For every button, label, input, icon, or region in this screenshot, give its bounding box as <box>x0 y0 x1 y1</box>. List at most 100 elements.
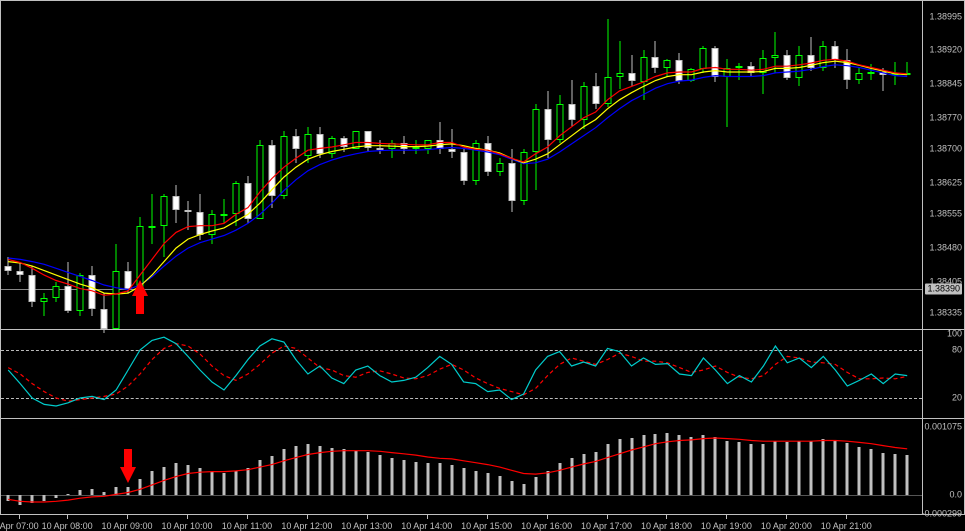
macd-hist-bar <box>906 455 909 495</box>
price-ylabel: 1.38995 <box>929 12 962 21</box>
macd-hist-bar <box>67 494 70 495</box>
macd-hist-bar <box>498 476 501 495</box>
time-label: 10 Apr 19:00 <box>701 521 752 531</box>
stochastic-yaxis: 1008020 <box>922 330 964 418</box>
macd-hist-bar <box>55 495 58 498</box>
macd-hist-bar <box>486 473 489 495</box>
macd-hist-bar <box>522 484 525 495</box>
time-label: 10 Apr 12:00 <box>281 521 332 531</box>
macd-zero-line <box>1 495 922 496</box>
macd-hist-bar <box>366 452 369 495</box>
stoch-ylabel: 20 <box>952 394 962 403</box>
price-ylabel: 1.38700 <box>929 145 962 154</box>
macd-hist-bar <box>774 441 777 495</box>
macd-hist-bar <box>534 477 537 495</box>
price-ylabel: 1.38625 <box>929 178 962 187</box>
macd-hist-bar <box>390 458 393 495</box>
macd-hist-bar <box>306 444 309 495</box>
macd-hist-bar <box>163 467 166 496</box>
time-label: 10 Apr 11:00 <box>222 521 272 531</box>
macd-hist-bar <box>282 449 285 495</box>
macd-hist-bar <box>115 487 118 495</box>
time-label: 10 Apr 21:00 <box>821 521 872 531</box>
macd-hist-bar <box>258 460 261 495</box>
macd-hist-bar <box>330 448 333 496</box>
macd-hist-bar <box>654 434 657 495</box>
macd-hist-bar <box>570 458 573 495</box>
time-label: 10 Apr 09:00 <box>102 521 153 531</box>
macd-hist-bar <box>151 471 154 495</box>
macd-hist-bar <box>414 462 417 495</box>
macd-hist-bar <box>43 495 46 501</box>
macd-hist-bar <box>798 441 801 495</box>
macd-hist-bar <box>510 481 513 495</box>
price-ylabel: 1.38480 <box>929 244 962 253</box>
price-ylabel: 1.38920 <box>929 46 962 55</box>
macd-hist-bar <box>198 468 201 495</box>
macd-hist-bar <box>426 463 429 495</box>
macd-hist-bar <box>750 444 753 495</box>
macd-hist-bar <box>630 438 633 495</box>
macd-hist-bar <box>222 473 225 495</box>
price-panel[interactable]: 1.389951.389201.388451.387701.387001.386… <box>0 0 965 330</box>
macd-hist-bar <box>894 454 897 495</box>
time-label: Apr 07:00 <box>0 521 39 531</box>
macd-hist-bar <box>186 465 189 495</box>
chart-container: 1.389951.389201.388451.387701.387001.386… <box>0 0 965 531</box>
macd-hist-bar <box>690 437 693 495</box>
price-ylabel: 1.38845 <box>929 80 962 89</box>
macd-hist-bar <box>462 468 465 495</box>
macd-ylabel: 0.0 <box>949 491 962 500</box>
macd-hist-bar <box>642 435 645 495</box>
price-plot-area[interactable] <box>1 1 922 329</box>
macd-hist-bar <box>7 495 10 501</box>
time-label: 10 Apr 18:00 <box>641 521 692 531</box>
macd-hist-bar <box>19 495 22 505</box>
time-axis: Apr 07:0010 Apr 08:0010 Apr 09:0010 Apr … <box>0 515 965 531</box>
stochastic-panel[interactable]: 1008020 <box>0 329 965 419</box>
stoch-level-line <box>1 350 922 352</box>
macd-hist-bar <box>582 454 585 495</box>
macd-panel[interactable]: 0.0010750.0-0.000299 <box>0 418 965 515</box>
price-ylabel: 1.38335 <box>929 309 962 318</box>
macd-hist-bar <box>210 472 213 495</box>
buy-signal-arrow-icon <box>132 280 148 296</box>
stoch-level-line <box>1 398 922 400</box>
macd-hist-bar <box>738 442 741 495</box>
macd-hist-bar <box>726 441 729 495</box>
macd-ylabel: 0.001075 <box>924 422 962 431</box>
macd-hist-bar <box>822 439 825 495</box>
macd-hist-bar <box>702 435 705 495</box>
macd-hist-bar <box>318 446 321 495</box>
macd-hist-bar <box>175 463 178 495</box>
macd-hist-bar <box>127 487 130 495</box>
time-label: 10 Apr 17:00 <box>581 521 632 531</box>
macd-hist-bar <box>294 446 297 495</box>
macd-yaxis: 0.0010750.0-0.000299 <box>922 419 964 514</box>
macd-hist-bar <box>546 471 549 495</box>
macd-hist-bar <box>91 489 94 495</box>
macd-plot-area[interactable] <box>1 419 922 514</box>
time-label: 10 Apr 14:00 <box>401 521 452 531</box>
macd-hist-bar <box>606 444 609 495</box>
macd-hist-bar <box>103 492 106 495</box>
stochastic-plot-area[interactable] <box>1 330 922 418</box>
macd-hist-bar <box>762 444 765 495</box>
macd-hist-bar <box>666 433 669 495</box>
macd-hist-bar <box>558 463 561 495</box>
macd-hist-bar <box>450 465 453 495</box>
macd-hist-bar <box>270 456 273 495</box>
macd-hist-bar <box>882 453 885 495</box>
macd-hist-bar <box>858 447 861 495</box>
stoch-ylabel: 80 <box>952 346 962 355</box>
macd-hist-bar <box>594 452 597 495</box>
time-label: 10 Apr 16:00 <box>521 521 572 531</box>
time-label: 10 Apr 15:00 <box>461 521 512 531</box>
macd-hist-bar <box>618 439 621 495</box>
macd-hist-bar <box>438 463 441 495</box>
macd-signal-arrow-icon <box>120 467 136 483</box>
price-yaxis: 1.389951.389201.388451.387701.387001.386… <box>922 1 964 329</box>
price-ylabel: 1.38555 <box>929 210 962 219</box>
macd-hist-bar <box>31 495 34 503</box>
macd-hist-bar <box>786 442 789 495</box>
